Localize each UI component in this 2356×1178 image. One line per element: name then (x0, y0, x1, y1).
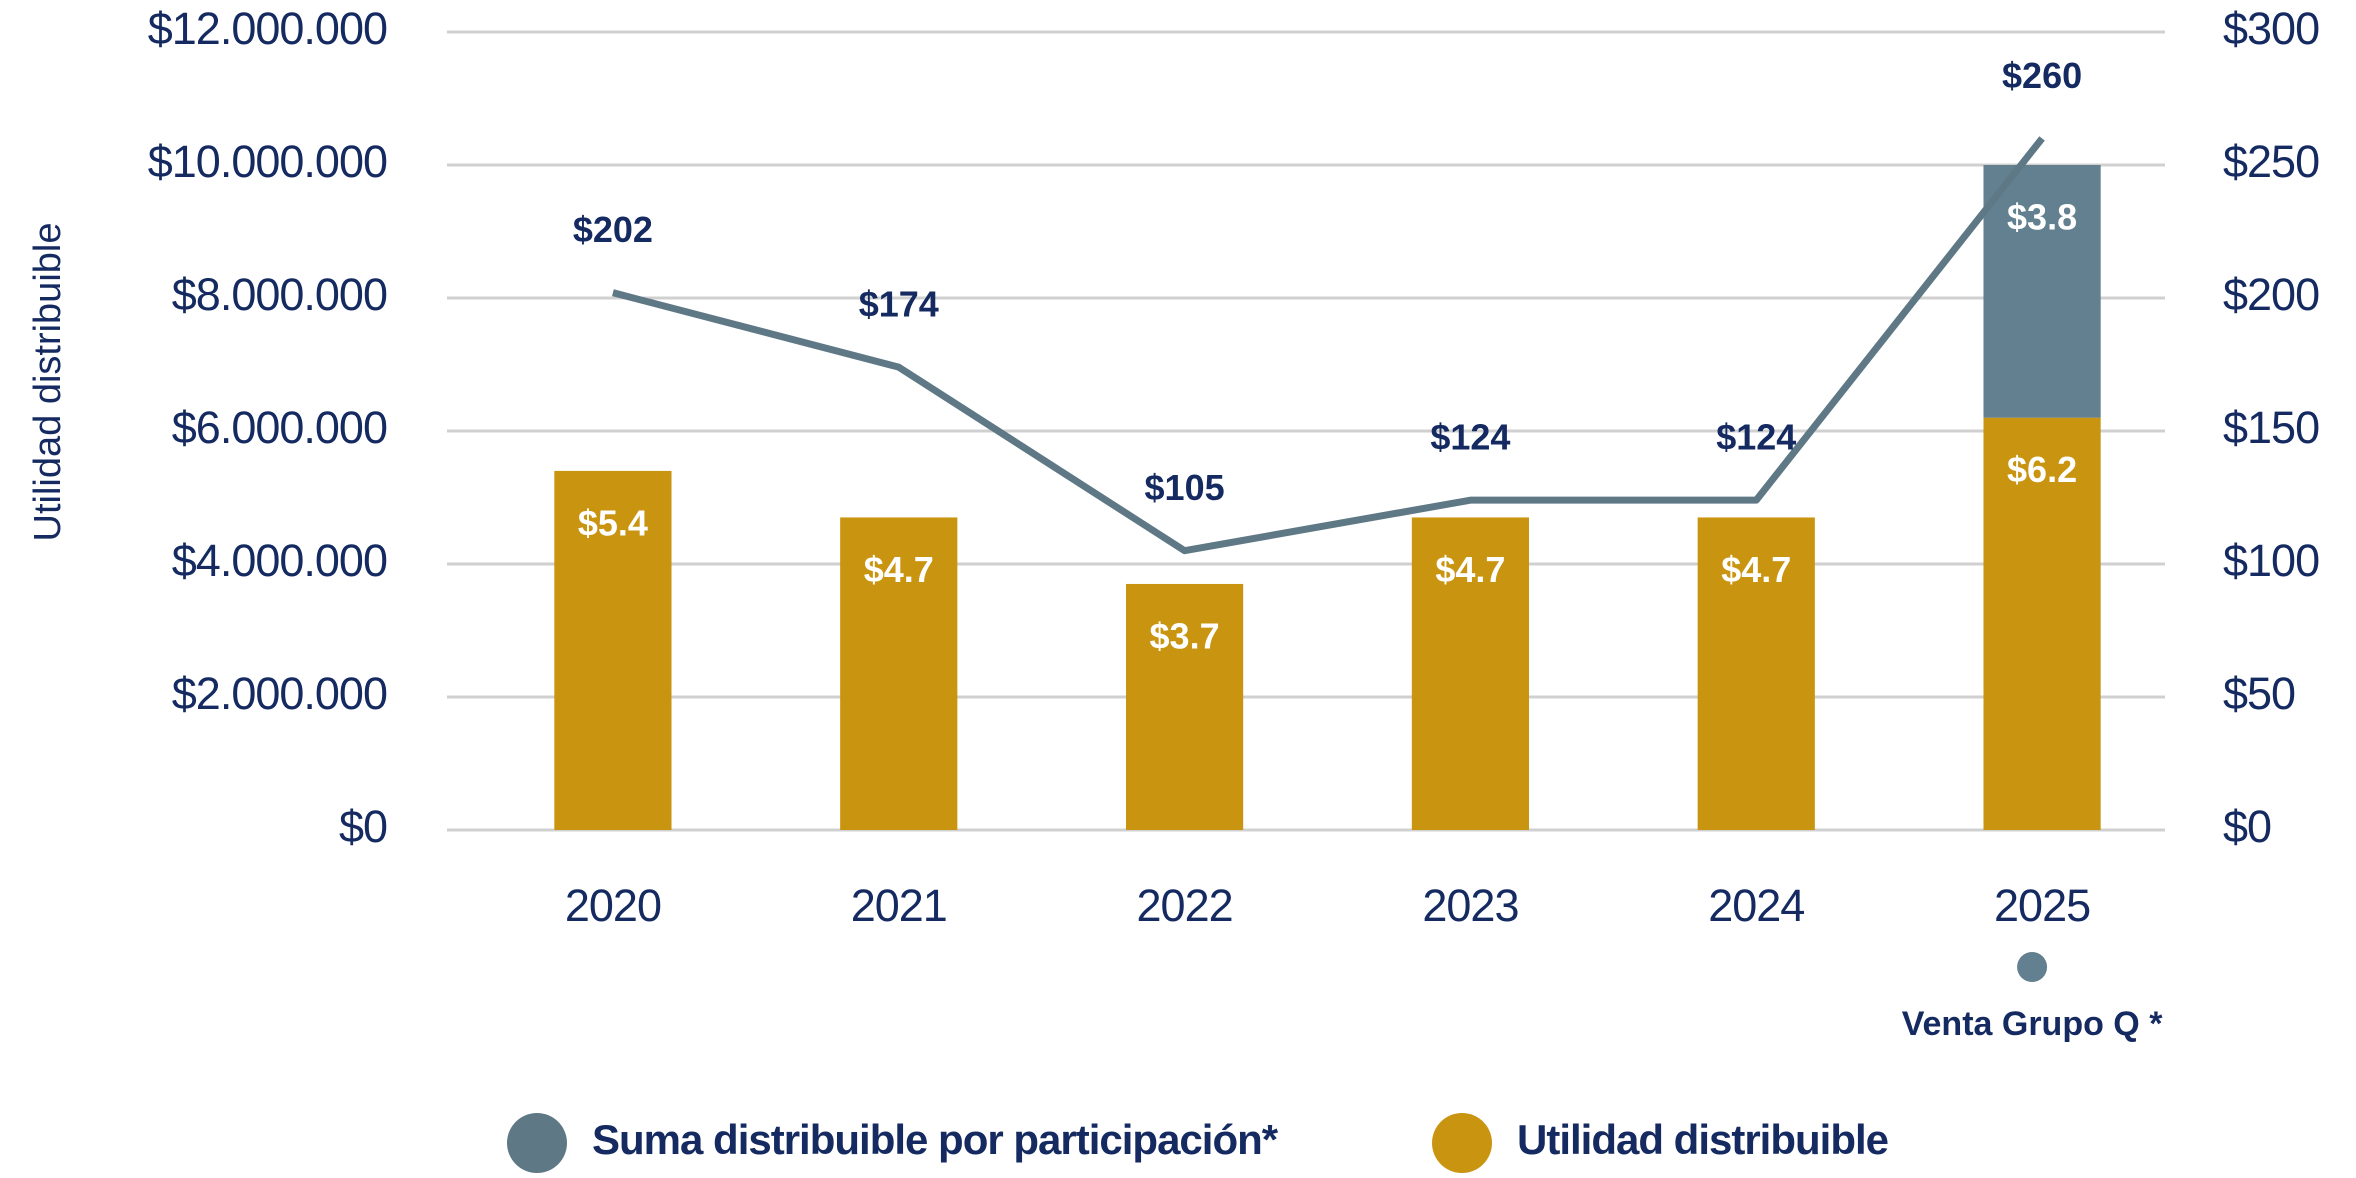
bar (840, 517, 958, 830)
legend-swatch (507, 1113, 567, 1173)
y2-tick-label: $300 (2223, 3, 2319, 54)
x-tick-label: 2020 (565, 880, 661, 931)
line-value-label: $202 (573, 209, 653, 250)
annotation-dot (2017, 952, 2048, 982)
y-tick-label: $8.000.000 (172, 269, 387, 320)
line-value-label: $105 (1145, 467, 1225, 508)
y2-tick-label: $250 (2223, 136, 2319, 187)
line-value-label: $260 (2002, 55, 2082, 96)
y2-tick-label: $200 (2223, 269, 2319, 320)
y-tick-label: $0 (339, 801, 387, 852)
legend-swatch (1432, 1113, 1492, 1173)
y2-tick-label: $100 (2223, 535, 2319, 586)
bar (1697, 517, 1815, 830)
line (612, 136, 2045, 555)
y-tick-label: $4.000.000 (172, 535, 387, 586)
y2-tick-label: $150 (2223, 402, 2319, 453)
bar (554, 470, 672, 830)
annotation: Venta Grupo Q * (1902, 1005, 2163, 1043)
bar (1983, 417, 2101, 830)
bar-value-label: $4.7 (864, 549, 934, 590)
y-tick-label: $2.000.000 (172, 668, 387, 719)
y-tick-label: $6.000.000 (172, 402, 387, 453)
line-value-label: $124 (1716, 417, 1796, 458)
x-tick-label: 2021 (851, 880, 947, 931)
y-axis-title: Utilidad distribuible (27, 223, 69, 542)
x-tick-label: 2023 (1422, 880, 1518, 931)
y-tick-label: $10.000.000 (148, 136, 387, 187)
bar-value-label: $6.2 (2007, 449, 2077, 490)
bar (1125, 583, 1244, 830)
x-tick-label: 2025 (1994, 880, 2090, 931)
bar-value-label: $3.7 (1150, 615, 1220, 656)
bar-value-label: $4.7 (1721, 549, 1791, 590)
bar (1983, 165, 2101, 418)
y-tick-label: $12.000.000 (148, 3, 387, 54)
line-value-label: $124 (1430, 417, 1510, 458)
x-tick-label: 2022 (1137, 880, 1233, 931)
y2-tick-label: $50 (2223, 668, 2295, 719)
bar (1411, 517, 1530, 830)
bar-value-label: $5.4 (578, 502, 648, 543)
y2-tick-label: $0 (2223, 801, 2271, 852)
x-tick-label: 2024 (1708, 880, 1804, 931)
legend-label: Utilidad distribuible (1517, 1116, 1888, 1163)
bar-value-label: $4.7 (1435, 549, 1505, 590)
line-value-label: $174 (859, 284, 939, 325)
bar-value-label: $3.8 (2007, 197, 2077, 238)
legend-label: Suma distribuible por participación* (592, 1116, 1279, 1163)
